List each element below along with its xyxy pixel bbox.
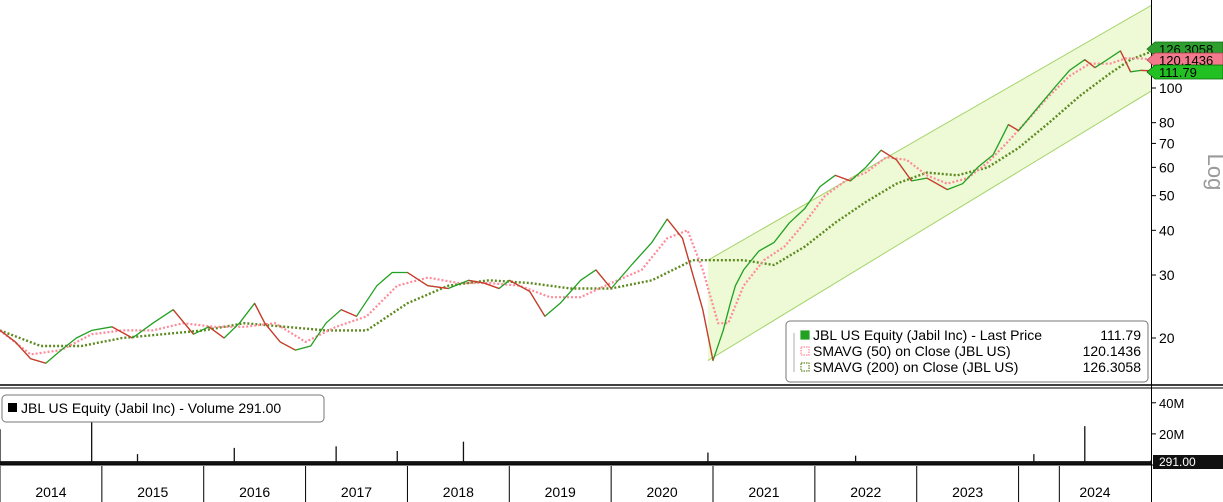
volume-legend-box: [1, 394, 325, 423]
price-y-tick-label: 70: [1159, 135, 1175, 151]
x-axis-tick-label: 2018: [443, 484, 474, 500]
x-axis-tick-label: 2019: [545, 484, 576, 500]
x-axis-tick-label: 2022: [850, 484, 881, 500]
x-axis-tick-label: 2023: [952, 484, 983, 500]
price-value-flag-text: 111.79: [1159, 65, 1197, 80]
price-down-segment: [834, 174, 851, 182]
legend-entry-label: JBL US Equity (Jabil Inc) - Last Price: [813, 327, 1042, 343]
price-y-tick-label: 40: [1159, 222, 1175, 238]
legend-marker: [800, 330, 810, 340]
x-axis-tick-label: 2021: [748, 484, 779, 500]
channel-lower-line: [707, 90, 1152, 361]
price-down-segment: [595, 269, 612, 289]
legend-entry-value: 120.1436: [1083, 343, 1142, 359]
volume-last-value-text: 291.00: [1159, 455, 1196, 469]
price-down-segment: [926, 177, 948, 191]
price-series-group: [0, 50, 1152, 364]
price-down-segment: [880, 149, 897, 161]
price-down-segment: [208, 326, 225, 339]
log-scale-label: Log: [1203, 154, 1223, 191]
legend-marker: [800, 346, 810, 356]
volume-last-value-flag: [1153, 455, 1223, 469]
x-axis-tick-label: 2024: [1079, 484, 1110, 500]
price-value-flag-text: 120.1436: [1159, 53, 1213, 68]
legend-marker: [800, 362, 810, 372]
trend-channel: [707, 5, 1152, 361]
price-y-tick-label: 80: [1159, 115, 1175, 131]
price-y-tick-label: 60: [1159, 159, 1175, 175]
legend-entry-label: SMAVG (50) on Close (JBL US): [813, 343, 1011, 359]
legend-entry-label: SMAVG (200) on Close (JBL US): [813, 359, 1018, 375]
volume-y-tick-label: 40M: [1159, 396, 1184, 411]
price-down-segment: [30, 358, 46, 364]
sma50-line: [0, 57, 1152, 356]
price-down-segment: [111, 326, 133, 339]
price-down-segment: [468, 279, 484, 284]
price-y-tick-label: 20: [1159, 330, 1175, 346]
axes-group: 20 30 40 50 60 70 80 100 Log 20M 40M 291.00 2014 2015…: [0, 80, 1223, 502]
price-down-segment: [14, 341, 32, 360]
price-down-segment: [529, 291, 546, 317]
channel-fill: [707, 5, 1151, 361]
price-down-segment: [1008, 124, 1019, 132]
price-down-segment: [681, 238, 704, 310]
price-down-segment: [407, 271, 429, 287]
volume-legend-label: JBL US Equity (Jabil Inc) - Volume 291.0…: [21, 400, 281, 416]
volume-y-tick-label: 20M: [1159, 427, 1184, 442]
channel-upper-line: [707, 5, 1152, 261]
x-axis-tick-label: 2015: [137, 484, 168, 500]
x-axis-tick-label: 2017: [341, 484, 372, 500]
x-axis-tick-label: 2016: [239, 484, 270, 500]
price-down-segment: [483, 282, 500, 290]
price-down-segment: [1084, 59, 1096, 69]
volume-legend-marker: [8, 403, 17, 412]
x-axis-tick-label: 2020: [647, 484, 678, 500]
x-axis-tick-label: 2014: [35, 484, 66, 500]
price-y-tick-label: 50: [1159, 188, 1175, 204]
price-down-segment: [279, 341, 296, 351]
legend-entry-value: 111.79: [1100, 327, 1141, 343]
price-down-segment: [172, 309, 194, 335]
price-y-tick-label: 100: [1159, 80, 1183, 96]
legend-group: JBL US Equity (Jabil Inc) - Last Price 11…: [1, 320, 1149, 423]
price-down-segment: [509, 279, 530, 292]
price-down-segment: [427, 285, 449, 290]
volume-baseline-band: [0, 461, 1151, 465]
price-legend-box: [785, 320, 1149, 383]
price-down-segment: [0, 329, 16, 343]
price-down-segment: [895, 159, 913, 182]
price-value-flag: [1146, 64, 1223, 80]
price-down-segment: [254, 303, 266, 324]
price-down-segment: [702, 309, 714, 361]
price-down-segment: [1119, 50, 1132, 73]
legend-entry-value: 126.3058: [1083, 359, 1142, 375]
price-down-segment: [340, 309, 357, 317]
price-down-segment: [264, 322, 281, 343]
price-down-segment: [666, 218, 683, 239]
price-y-tick-label: 30: [1159, 267, 1175, 283]
